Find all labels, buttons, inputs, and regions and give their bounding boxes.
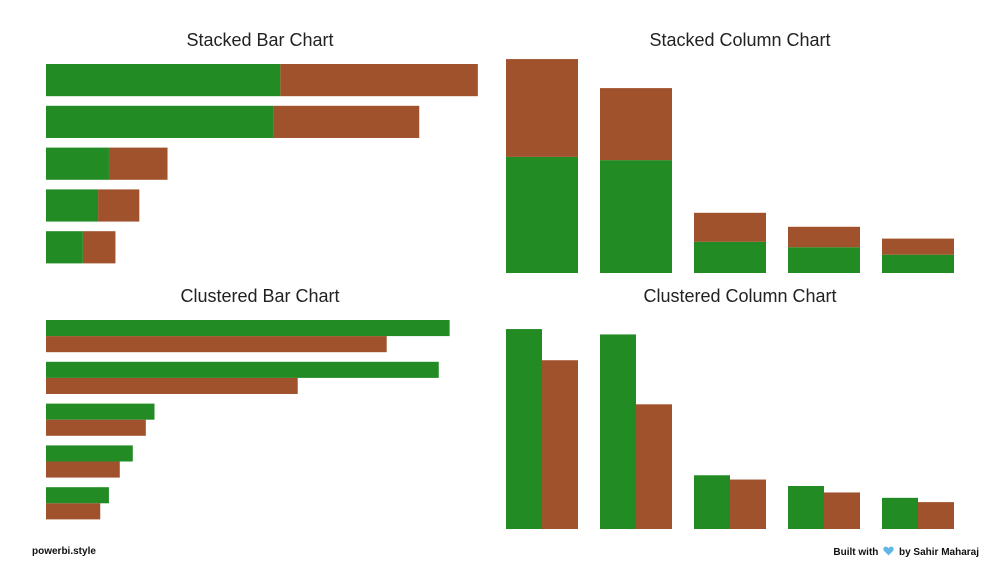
column-s0-c4	[882, 254, 954, 273]
footer-left: powerbi.style	[32, 546, 96, 557]
bar-s0-c4	[46, 231, 83, 264]
column-s0-c2	[694, 475, 730, 529]
bar-s1-c4	[46, 503, 101, 520]
column-s1-c2	[730, 479, 766, 529]
footer-built-with: Built with	[833, 547, 879, 558]
column-s0-c0	[506, 329, 542, 529]
clustered-bar-chart	[46, 320, 450, 520]
column-s1-c0	[542, 360, 578, 529]
column-s0-c1	[600, 334, 636, 529]
clustered-column-chart	[506, 329, 954, 529]
bar-s1-c0	[280, 64, 478, 97]
bar-s0-c2	[46, 147, 109, 180]
bar-s1-c2	[108, 147, 168, 180]
bar-s0-c1	[46, 361, 439, 378]
column-s0-c4	[882, 497, 918, 529]
column-s1-c3	[824, 492, 860, 529]
stacked-bar-chart	[46, 64, 478, 264]
column-s1-c1	[636, 404, 672, 529]
bar-s1-c1	[273, 105, 420, 138]
bar-s0-c3	[46, 189, 99, 222]
bar-s0-c3	[46, 445, 133, 462]
bar-s1-c2	[46, 419, 146, 436]
column-s1-c4	[882, 238, 954, 255]
clustered-bar-title: Clustered Bar Chart	[180, 286, 340, 306]
column-s1-c2	[694, 212, 766, 242]
column-s1-c4	[918, 502, 954, 529]
column-s1-c3	[788, 226, 860, 248]
stacked-column-panel: Stacked Column Chart	[490, 30, 990, 280]
column-s1-c1	[600, 88, 672, 161]
footer-right: Built with by Sahir Maharaj	[833, 546, 979, 558]
column-s0-c1	[600, 160, 672, 273]
stacked-column-title: Stacked Column Chart	[649, 30, 831, 50]
bar-s0-c0	[46, 320, 450, 337]
stacked-bar-panel: Stacked Bar Chart	[0, 30, 480, 280]
bar-s1-c3	[46, 461, 120, 478]
stacked-column-chart	[506, 59, 954, 273]
bar-s1-c1	[46, 377, 298, 394]
bar-s0-c0	[46, 64, 281, 97]
clustered-column-title: Clustered Column Chart	[643, 286, 837, 306]
bar-s1-c4	[82, 231, 116, 264]
stacked-bar-title: Stacked Bar Chart	[186, 30, 334, 50]
column-s0-c0	[506, 156, 578, 273]
column-s0-c2	[694, 241, 766, 273]
bar-s1-c3	[98, 189, 140, 222]
bar-s0-c2	[46, 403, 155, 420]
column-s0-c3	[788, 486, 824, 529]
clustered-bar-panel: Clustered Bar Chart	[0, 286, 480, 536]
bar-s0-c1	[46, 105, 274, 138]
column-s1-c0	[506, 59, 578, 157]
footer-author: by Sahir Maharaj	[898, 547, 979, 558]
bar-s0-c4	[46, 487, 109, 504]
column-s0-c3	[788, 247, 860, 273]
clustered-column-panel: Clustered Column Chart	[490, 286, 990, 536]
heart-icon	[883, 546, 894, 556]
bar-s1-c0	[46, 336, 387, 353]
